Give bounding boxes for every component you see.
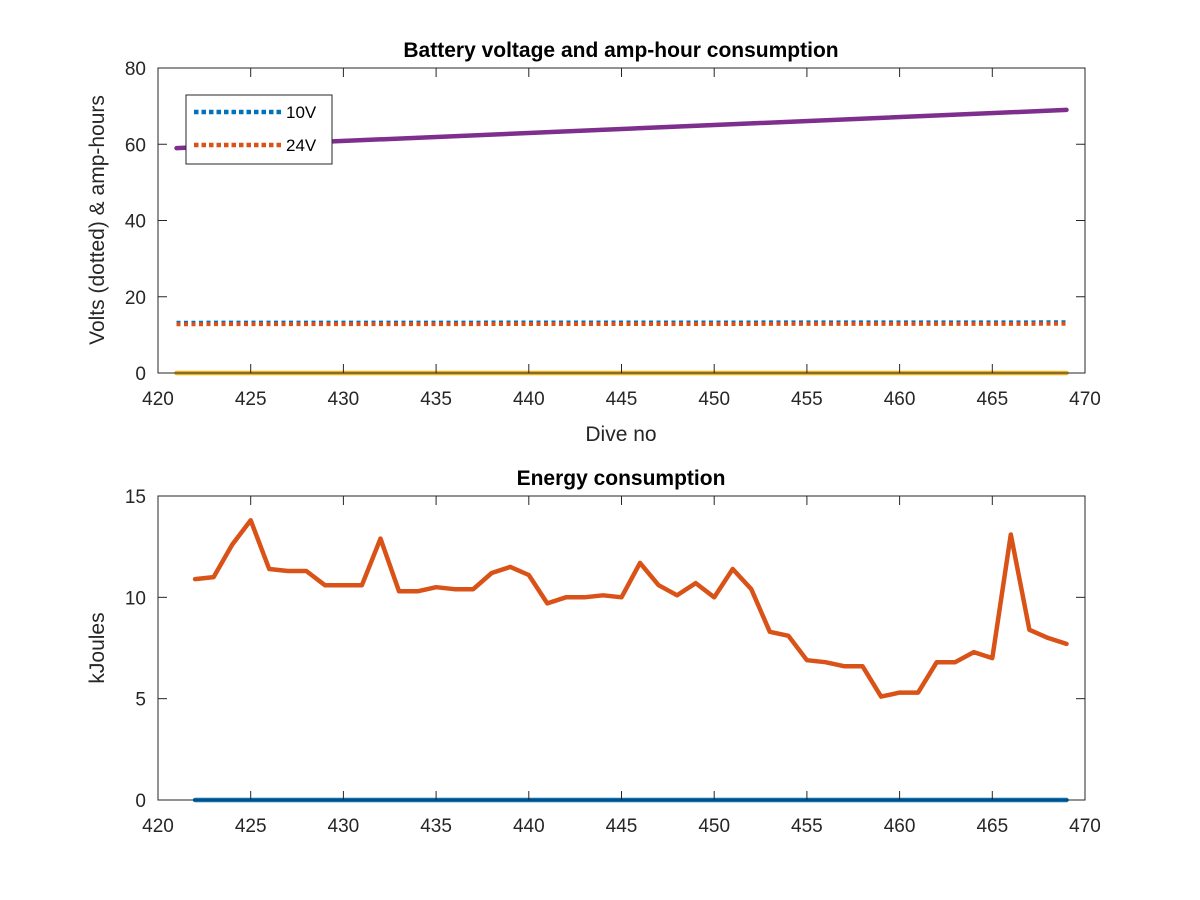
y-tick-label: 0 [135,364,146,385]
voltage-chart-title: Battery voltage and amp-hour consumption [403,39,838,62]
legend-label-10v: 10V [286,103,317,122]
y-tick-label: 20 [125,288,146,309]
x-tick-label: 445 [606,389,638,410]
x-tick-label: 455 [791,816,823,837]
y-tick-label: 60 [125,135,146,156]
energy-y-axis-label: kJoules [86,612,109,683]
y-tick-label: 0 [135,791,146,812]
voltage-panel: Battery voltage and amp-hour consumption… [86,39,1101,446]
y-tick-label: 40 [125,212,146,233]
voltage-plot-area: 420 425 430 435 440 445 450 455 460 465 470 0 20 40 60… [125,59,1101,410]
x-tick-label: 425 [235,389,267,410]
energy-plot-area: 420 425 430 435 440 445 450 455 460 465 470 0 5 10 15 [125,487,1101,837]
y-tick-label: 5 [135,690,146,711]
x-tick-label: 465 [976,389,1008,410]
x-tick-label: 450 [698,816,730,837]
voltage-x-axis-label: Dive no [585,423,656,446]
x-tick-label: 420 [142,816,174,837]
x-tick-label: 450 [698,389,730,410]
x-tick-label: 445 [606,816,638,837]
x-tick-label: 440 [513,389,545,410]
x-tick-label: 455 [791,389,823,410]
y-tick-label: 80 [125,59,146,80]
y-tick-label: 10 [125,588,146,609]
energy-consumption-line [192,518,1069,699]
energy-panel: Energy consumption 420 425 430 435 440 445 450… [86,467,1101,837]
legend-label-24v: 24V [286,136,317,155]
energy-chart-title: Energy consumption [517,467,726,490]
x-tick-label: 440 [513,816,545,837]
voltage-y-axis-label: Volts (dotted) & amp-hours [86,95,109,345]
x-tick-label: 430 [328,389,360,410]
x-tick-label: 460 [884,816,916,837]
x-tick-label: 435 [420,389,452,410]
legend-box [185,94,333,165]
x-tick-label: 435 [420,816,452,837]
x-tick-label: 425 [235,816,267,837]
x-tick-label: 460 [884,389,916,410]
x-tick-label: 430 [328,816,360,837]
x-tick-label: 470 [1069,816,1101,837]
x-tick-label: 420 [142,389,174,410]
x-tick-label: 470 [1069,389,1101,410]
y-tick-label: 15 [125,487,146,508]
x-tick-label: 465 [976,816,1008,837]
voltage-legend: 10V 24V [185,94,333,165]
